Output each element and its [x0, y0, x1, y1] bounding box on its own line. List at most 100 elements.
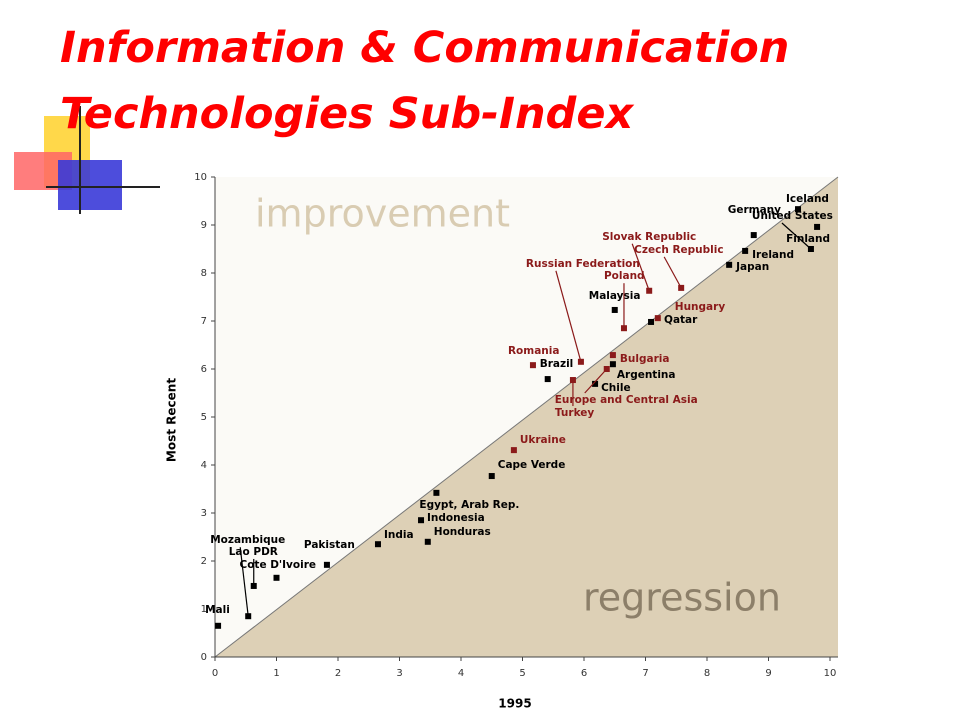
point [603, 366, 610, 372]
point [678, 284, 685, 291]
point-label: Pakistan [304, 539, 355, 551]
point [795, 206, 802, 213]
point-label: Iceland [786, 193, 829, 205]
leader-line [781, 222, 812, 250]
y-tick-label: 3 [201, 508, 207, 519]
x-axis-label: 1995 [498, 697, 531, 711]
y-tick-label: 1 [201, 604, 207, 615]
point [323, 561, 330, 568]
point-label: Bulgaria [620, 353, 670, 365]
point-label: Mozambique [210, 534, 285, 546]
point [544, 376, 551, 383]
point-label: Ireland [752, 249, 794, 261]
leader-line [584, 368, 608, 394]
x-tick-label: 3 [396, 668, 402, 679]
point-label: Honduras [434, 526, 491, 538]
plot: improvement regression 0 1 2 3 4 5 6 7 8 9 10 0 1 2 3 4 5 6… [165, 172, 839, 711]
point-label: Lao PDR [229, 546, 278, 558]
annotation: improvement [255, 192, 510, 236]
point-label: Cape Verde [498, 459, 566, 471]
point [611, 306, 618, 313]
point-label: Brazil [540, 358, 574, 370]
point [807, 246, 814, 252]
y-tick-label: 10 [194, 172, 207, 183]
point-label: Argentina [617, 369, 676, 381]
deco-square [58, 160, 122, 210]
point [726, 261, 733, 268]
point-label: Russian Federation [526, 258, 640, 270]
point [750, 232, 757, 239]
title: Information & Communication [60, 23, 789, 73]
leader-line [555, 270, 582, 362]
point-label: Malaysia [589, 290, 641, 302]
point-label: Mali [205, 604, 230, 616]
x-tick-label: 1 [273, 668, 279, 679]
x-tick-label: 0 [212, 668, 218, 679]
annotation: regression [583, 576, 781, 620]
point [592, 380, 599, 387]
point [273, 574, 280, 581]
x-tick-label: 9 [765, 668, 771, 679]
y-tick-label: 5 [201, 412, 207, 423]
y-tick-label: 2 [201, 556, 207, 567]
point [654, 315, 661, 322]
point-label: Slovak Republic [602, 231, 696, 243]
point [374, 541, 381, 548]
x-tick-label: 6 [581, 668, 587, 679]
y-tick-label: 9 [201, 220, 207, 231]
point-label: Japan [735, 261, 769, 273]
point-label: Chile [601, 382, 631, 394]
x-tick-label: 7 [642, 668, 648, 679]
x-tick-label: 5 [519, 668, 525, 679]
point-label: Finland [786, 233, 830, 245]
y-tick-label: 0 [201, 652, 207, 663]
point-label: United States [752, 210, 833, 222]
y-tick-label: 6 [201, 364, 207, 375]
point [245, 613, 252, 620]
point-label: Europe and Central Asia [555, 394, 698, 406]
point [424, 538, 431, 545]
point-label: Ukraine [520, 434, 566, 446]
point-label: Egypt, Arab Rep. [419, 499, 519, 511]
y-tick-label: 4 [201, 460, 207, 471]
point-label: Romania [508, 345, 559, 357]
leader-line [663, 256, 682, 289]
point [215, 622, 222, 629]
point [488, 473, 495, 480]
point [648, 318, 655, 325]
point [433, 489, 440, 496]
point [620, 325, 627, 332]
y-tick-label: 8 [201, 268, 207, 279]
leader-line [631, 243, 650, 291]
point [609, 352, 616, 359]
point-label: India [384, 529, 414, 541]
point-label: Cote D'Ivoire [240, 559, 317, 571]
x-tick-label: 10 [824, 668, 837, 679]
point [569, 377, 576, 384]
leader-line [239, 547, 249, 617]
point [577, 358, 584, 365]
point [250, 582, 257, 589]
point-label: Qatar [664, 314, 698, 326]
point-label: Turkey [555, 407, 594, 419]
point [609, 361, 616, 368]
point [510, 447, 517, 454]
point-label: Germany [728, 204, 781, 216]
title: Technologies Sub-Index [60, 89, 634, 139]
point-label: Czech Republic [634, 244, 723, 256]
point [814, 223, 821, 230]
y-axis-label: Most Recent [165, 378, 179, 462]
x-tick-label: 8 [704, 668, 710, 679]
point-label: Hungary [675, 301, 726, 313]
point-label: Poland [604, 270, 645, 282]
point [742, 247, 749, 254]
x-tick-label: 2 [335, 668, 341, 679]
diagonal [214, 176, 839, 658]
x-tick-label: 4 [458, 668, 464, 679]
point [646, 287, 653, 294]
y-tick-label: 7 [201, 316, 207, 327]
point [529, 362, 536, 369]
point-label: Indonesia [427, 512, 485, 524]
point [418, 517, 425, 524]
